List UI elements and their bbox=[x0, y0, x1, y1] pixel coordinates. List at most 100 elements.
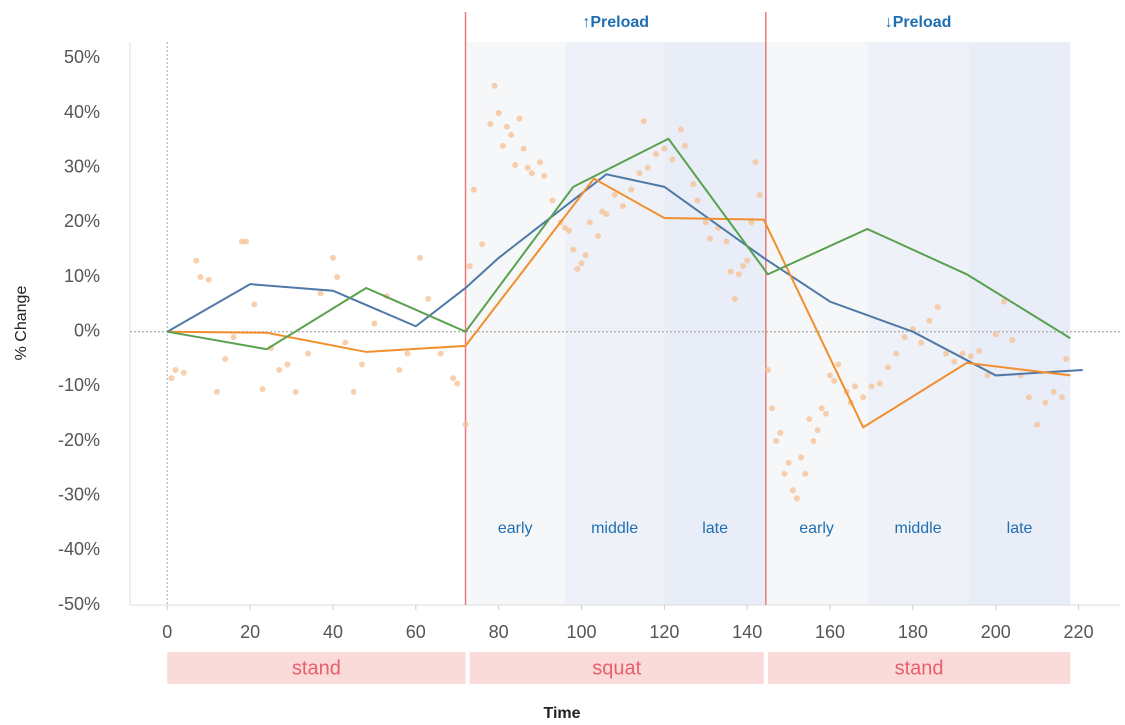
scatter-point bbox=[740, 263, 747, 270]
scatter-point bbox=[1063, 356, 1070, 363]
scatter-point bbox=[885, 364, 892, 371]
x-axis-label: Time bbox=[543, 705, 580, 722]
scatter-point bbox=[342, 339, 349, 346]
posture-bar bbox=[767, 652, 1071, 684]
scatter-point bbox=[785, 459, 792, 466]
scatter-point bbox=[984, 372, 991, 379]
scatter-point bbox=[706, 235, 713, 242]
scatter-point bbox=[462, 421, 469, 428]
scatter-point bbox=[334, 274, 341, 281]
scatter-point bbox=[860, 394, 867, 401]
scatter-point bbox=[752, 159, 759, 166]
scatter-point bbox=[1059, 394, 1066, 401]
scatter-point bbox=[777, 429, 784, 436]
scatter-point bbox=[1034, 421, 1041, 428]
phase-label: middle bbox=[591, 520, 638, 537]
scatter-point bbox=[305, 350, 312, 357]
scatter-point bbox=[437, 350, 444, 357]
phase-band bbox=[664, 42, 766, 605]
posture-bar bbox=[167, 652, 466, 684]
scatter-point bbox=[619, 202, 626, 209]
scatter-point bbox=[549, 197, 556, 204]
scatter-point bbox=[727, 268, 734, 275]
x-tick-label: 60 bbox=[406, 622, 426, 642]
x-tick-label: 20 bbox=[240, 622, 260, 642]
phase-band bbox=[968, 42, 1071, 605]
y-tick-label: -20% bbox=[58, 430, 100, 450]
scatter-point bbox=[487, 120, 494, 127]
scatter-point bbox=[756, 192, 763, 199]
scatter-point bbox=[329, 254, 336, 261]
phase-band bbox=[765, 42, 868, 605]
scatter-point bbox=[570, 246, 577, 253]
scatter-point bbox=[934, 304, 941, 311]
scatter-point bbox=[396, 366, 403, 373]
scatter-point bbox=[773, 438, 780, 445]
scatter-point bbox=[230, 334, 237, 341]
scatter-point bbox=[495, 110, 502, 117]
scatter-point bbox=[1042, 399, 1049, 406]
scatter-point bbox=[793, 495, 800, 502]
scatter-point bbox=[893, 350, 900, 357]
y-tick-label: 0% bbox=[74, 320, 100, 340]
x-tick-label: 0 bbox=[162, 622, 172, 642]
scatter-point bbox=[292, 388, 299, 395]
scatter-point bbox=[682, 142, 689, 149]
series-line bbox=[167, 177, 1071, 429]
scatter-point bbox=[967, 353, 974, 360]
scatter-point bbox=[524, 164, 531, 171]
scatter-point bbox=[284, 361, 291, 368]
scatter-point bbox=[644, 164, 651, 171]
scatter-point bbox=[205, 276, 212, 283]
x-tick-label: 80 bbox=[489, 622, 509, 642]
scatter-point bbox=[503, 123, 510, 130]
scatter-point bbox=[731, 295, 738, 302]
x-tick-label: 140 bbox=[732, 622, 762, 642]
scatter-point bbox=[802, 470, 809, 477]
scatter-point bbox=[213, 388, 220, 395]
y-tick-label: 30% bbox=[64, 156, 100, 176]
scatter-point bbox=[1001, 298, 1008, 305]
phase-label: late bbox=[1007, 520, 1033, 537]
scatter-point bbox=[578, 260, 585, 267]
scatter-point bbox=[350, 388, 357, 395]
scatter-point bbox=[466, 263, 473, 270]
scatter-point bbox=[835, 361, 842, 368]
scatter-point bbox=[180, 369, 187, 376]
x-tick-label: 220 bbox=[1064, 622, 1094, 642]
y-tick-label: 50% bbox=[64, 47, 100, 67]
posture-label: stand bbox=[895, 657, 944, 679]
phase-label: middle bbox=[894, 520, 941, 537]
scatter-point bbox=[358, 361, 365, 368]
scatter-point bbox=[876, 380, 883, 387]
scatter-point bbox=[259, 386, 266, 393]
y-tick-label: 20% bbox=[64, 211, 100, 231]
scatter-point bbox=[677, 126, 684, 133]
x-tick-label: 200 bbox=[981, 622, 1011, 642]
scatter-point bbox=[371, 320, 378, 327]
scatter-point bbox=[512, 161, 519, 168]
scatter-point bbox=[810, 438, 817, 445]
scatter-point bbox=[404, 350, 411, 357]
scatter-point bbox=[574, 265, 581, 272]
x-tick-label: 40 bbox=[323, 622, 343, 642]
scatter-point bbox=[238, 238, 245, 245]
scatter-point bbox=[479, 241, 486, 248]
phase-label: early bbox=[799, 520, 834, 537]
scatter-point bbox=[628, 186, 635, 193]
scatter-point bbox=[661, 145, 668, 152]
scatter-point bbox=[541, 172, 548, 179]
scatter-point bbox=[789, 487, 796, 494]
scatter-point bbox=[951, 358, 958, 365]
scatter-point bbox=[959, 350, 966, 357]
posture-label: squat bbox=[592, 657, 641, 679]
scatter-point bbox=[827, 372, 834, 379]
scatter-point bbox=[702, 219, 709, 226]
scatter-point bbox=[653, 151, 660, 158]
scatter-point bbox=[748, 219, 755, 226]
posture-label: stand bbox=[292, 657, 341, 679]
y-tick-label: -10% bbox=[58, 375, 100, 395]
phase-band bbox=[867, 42, 969, 605]
phase-label: early bbox=[498, 520, 533, 537]
